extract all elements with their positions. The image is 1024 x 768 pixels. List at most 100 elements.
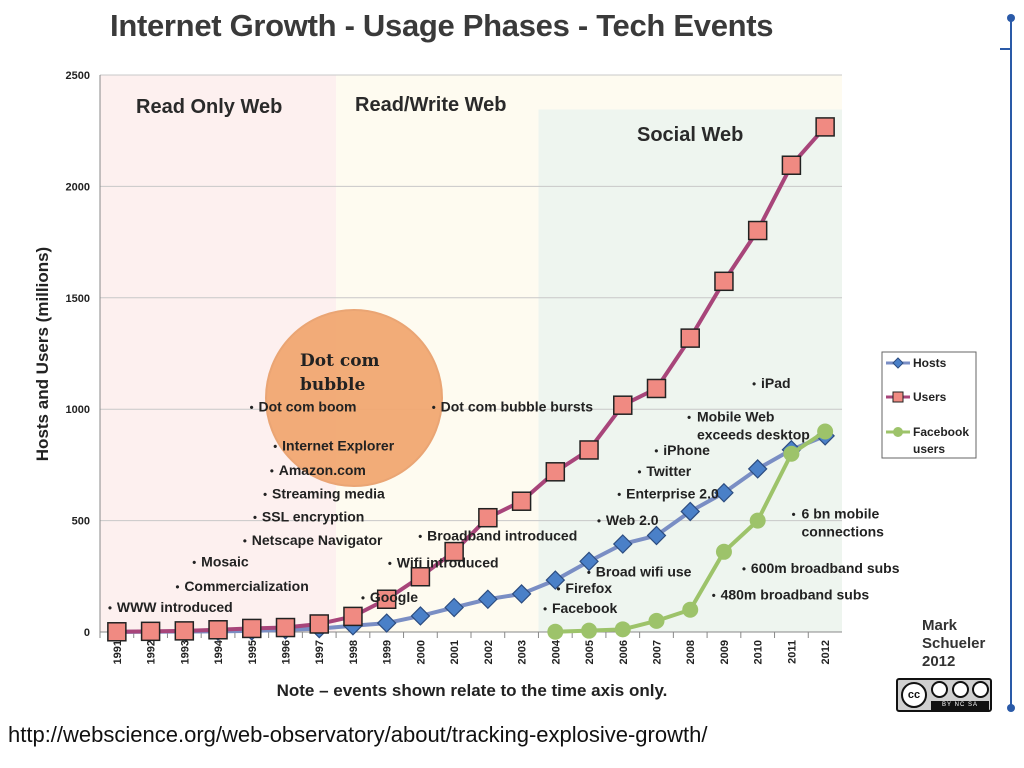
data-point (343, 606, 363, 627)
data-point (275, 617, 296, 638)
annotation-text: Wifi introduced (397, 554, 499, 570)
data-point (613, 395, 633, 415)
legend-marker (892, 357, 904, 369)
annotation-text: Broadband introduced (427, 528, 577, 544)
x-tick-label: 1992 (146, 640, 158, 664)
data-point (376, 613, 397, 633)
legend-label: Hosts (913, 356, 947, 370)
annotation-text: Twitter (646, 463, 691, 479)
cc-logo-icon: cc (901, 682, 927, 708)
data-point (747, 459, 768, 479)
data-point (783, 445, 800, 462)
annotation-bullet: • (253, 511, 257, 525)
x-tick-label: 1998 (348, 640, 360, 664)
annotation-text: Amazon.com (279, 462, 366, 478)
cc-symbols (931, 681, 989, 699)
source-url: http://webscience.org/web-observatory/ab… (8, 722, 708, 747)
bubble-label: bubble (300, 375, 365, 395)
annotation-bullet: • (418, 530, 422, 544)
data-point (714, 271, 734, 292)
data-point (410, 566, 431, 587)
internet-growth-chart: 0 500 1000 1500 2000 2500 1991 1992 1993 1994 1995… (33, 70, 977, 700)
annotation-bullet: • (712, 589, 716, 603)
data-point (545, 462, 566, 482)
data-point (781, 155, 802, 175)
data-point (376, 589, 397, 609)
legend-label: Facebook (913, 425, 969, 439)
x-tick-label: 2002 (483, 640, 495, 664)
dot-com-bubble (265, 309, 443, 487)
x-tick-label: 2003 (517, 640, 529, 664)
annotation-text: exceeds desktop (697, 426, 810, 442)
x-tick-label: 1993 (179, 640, 191, 664)
annotation-bullet: • (617, 487, 621, 501)
annotation-bullet: • (388, 556, 392, 570)
annotation-bullet: • (432, 400, 436, 414)
legend-box (881, 351, 977, 459)
phase-label: Social Web (637, 124, 743, 146)
annotation-text: SSL encryption (262, 509, 364, 525)
annotation-text: Broad wifi use (596, 563, 692, 579)
cc-by-icon (931, 681, 948, 698)
data-point (646, 378, 667, 399)
x-axis-label: Note – events shown relate to the time a… (277, 681, 668, 700)
annotation-bullet: • (192, 555, 196, 569)
x-tick-label: 2007 (652, 640, 664, 664)
credit-line-1: Mark (922, 617, 958, 634)
x-tick-label: 2005 (584, 640, 596, 664)
y-tick-label: 0 (84, 627, 90, 639)
x-tick-label: 2004 (550, 639, 562, 664)
annotation-bullet: • (752, 377, 756, 391)
annotation-text: Streaming media (272, 485, 385, 501)
x-tick-label: 1996 (281, 640, 293, 664)
data-point (444, 597, 464, 618)
annotation-text: 600m broadband subs (751, 560, 900, 576)
y-tick-label: 2000 (66, 181, 90, 193)
x-tick-label: 2012 (820, 640, 832, 664)
data-point (680, 501, 701, 522)
annotation-text: Internet Explorer (282, 437, 395, 453)
data-point (547, 623, 564, 640)
data-point (444, 541, 464, 562)
x-tick-label: 2010 (753, 640, 765, 664)
timeline-start-dot (1007, 14, 1015, 22)
data-point (242, 618, 262, 639)
annotation-bullet: • (637, 465, 641, 479)
annotation-bullet: • (742, 562, 746, 576)
timeline-tick (1000, 48, 1012, 50)
data-point (648, 612, 665, 629)
data-point (208, 620, 228, 640)
annotation-text: Google (370, 589, 418, 605)
data-point (714, 482, 734, 503)
data-point (614, 621, 631, 638)
bubble-label: Dot com (300, 351, 380, 371)
annotation-text: Mobile Web (697, 408, 775, 424)
x-tick-label: 2008 (685, 640, 697, 664)
annotation-bullet: • (792, 507, 796, 521)
data-point (140, 621, 161, 642)
x-tick-label: 2009 (719, 640, 731, 664)
y-tick-label: 500 (72, 516, 90, 528)
annotation-text: 480m broadband subs (721, 587, 870, 603)
x-tick-label: 1997 (314, 640, 326, 664)
timeline-end-dot (1007, 704, 1015, 712)
data-point (612, 534, 633, 554)
timeline-line (1010, 18, 1012, 708)
phase-label: Read Only Web (136, 96, 282, 118)
legend-marker (893, 427, 903, 437)
data-point (581, 622, 598, 639)
data-point (545, 570, 566, 590)
data-point (174, 621, 195, 641)
data-point (579, 440, 599, 460)
y-axis-label: Hosts and Users (millions) (33, 247, 52, 461)
data-point (410, 606, 431, 626)
annotation-text: Commercialization (184, 578, 308, 594)
credit-line-3: 2012 (922, 653, 956, 670)
annotation-bullet: • (597, 514, 601, 528)
annotation-bullet: • (108, 601, 112, 615)
x-tick-label: 1999 (382, 640, 394, 664)
annotation-text: iPad (761, 375, 791, 391)
x-tick-label: 1991 (112, 640, 124, 664)
annotation-text: WWW introduced (117, 599, 233, 615)
data-point (682, 601, 699, 618)
